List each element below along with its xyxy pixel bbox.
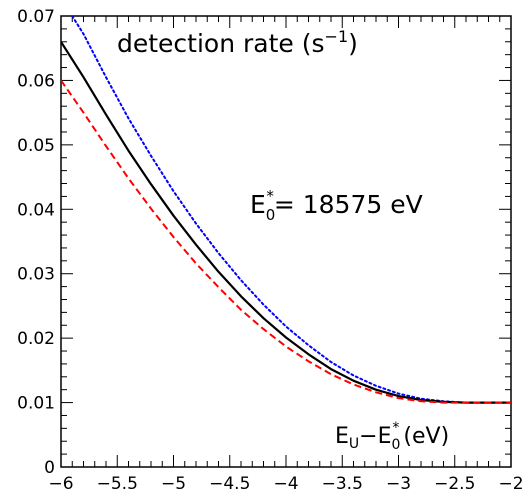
xunit-E: E bbox=[335, 424, 349, 449]
x-tick-label: −4 bbox=[273, 474, 298, 493]
xunit-minus-E: −E bbox=[359, 424, 391, 449]
x-unit-annotation: EU−E0* (eV) bbox=[335, 420, 449, 453]
xunit-ev: (eV) bbox=[403, 424, 449, 449]
e0-annotation: E0*= 18575 eV bbox=[250, 187, 423, 224]
x-tick-label: −2 bbox=[498, 474, 523, 493]
x-tick-label: −5 bbox=[161, 474, 186, 493]
x-tick-label: −2.5 bbox=[434, 474, 475, 493]
y-tick-label: 0 bbox=[44, 458, 55, 478]
axis-ticks bbox=[60, 15, 512, 468]
x-tick-label: −6 bbox=[48, 474, 73, 493]
e0-letter: E bbox=[250, 190, 266, 219]
series-line-solid bbox=[61, 41, 511, 404]
y-tick-labels: 0 0.01 0.02 0.03 0.04 0.05 0.06 0.07 bbox=[17, 7, 55, 478]
e0-subscript: 0 bbox=[266, 206, 276, 224]
series-lines bbox=[61, 16, 511, 404]
y-tick-label: 0.07 bbox=[17, 7, 55, 27]
x-tick-label: −3.5 bbox=[322, 474, 363, 493]
detection-rate-annotation: detection rate (s−1) bbox=[117, 27, 358, 58]
x-tick-label: −5.5 bbox=[97, 474, 138, 493]
rate-text: detection rate (s bbox=[117, 29, 325, 58]
rate-exponent: −1 bbox=[325, 27, 349, 46]
xunit-sup: * bbox=[392, 420, 399, 436]
y-tick-label: 0.02 bbox=[17, 329, 55, 349]
y-tick-label: 0.03 bbox=[17, 265, 55, 285]
series-line-dashed bbox=[61, 79, 511, 404]
y-tick-label: 0.06 bbox=[17, 71, 55, 91]
e0-value: = 18575 eV bbox=[274, 190, 423, 219]
x-tick-label: −4.5 bbox=[209, 474, 250, 493]
xunit-U: U bbox=[349, 436, 359, 452]
x-tick-labels: −6 −5.5 −5 −4.5 −4 −3.5 −3 −2.5 −2 bbox=[48, 474, 523, 493]
e0-superscript: * bbox=[266, 187, 274, 205]
rate-close: ) bbox=[348, 29, 358, 58]
y-tick-label: 0.05 bbox=[17, 136, 55, 156]
plot-frame bbox=[60, 15, 512, 468]
y-tick-label: 0.01 bbox=[17, 394, 55, 414]
y-tick-label: 0.04 bbox=[17, 200, 55, 220]
xunit-sub: 0 bbox=[392, 437, 401, 453]
x-tick-label: −3 bbox=[386, 474, 411, 493]
